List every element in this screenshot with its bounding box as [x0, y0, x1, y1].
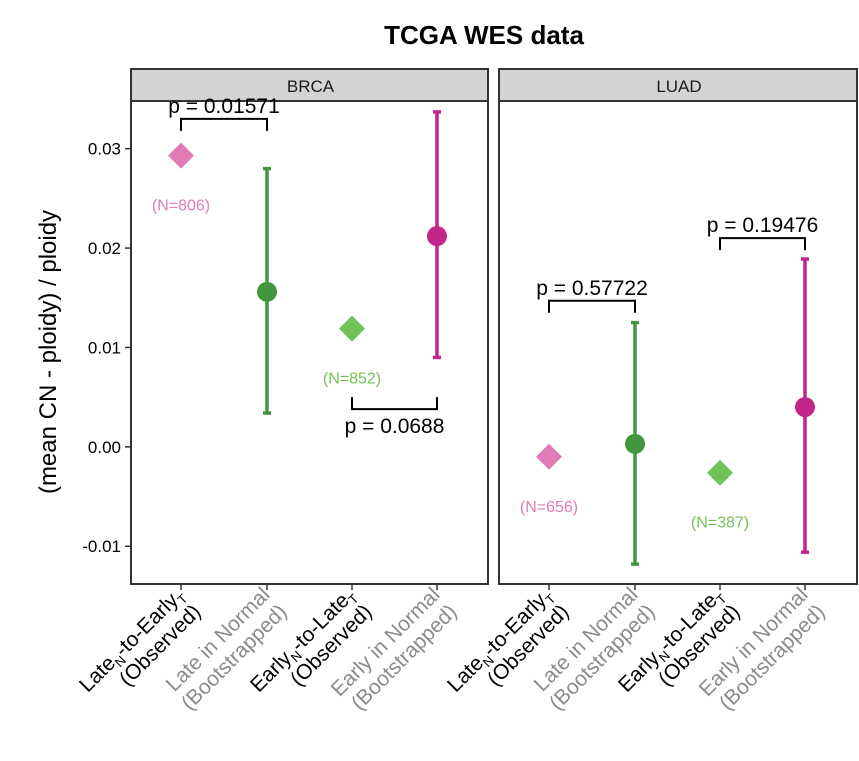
- y-tick-label: 0.00: [88, 438, 121, 457]
- y-tick-label: 0.03: [88, 140, 121, 159]
- y-tick-label: 0.01: [88, 338, 121, 357]
- bootstrap-point: [795, 397, 815, 418]
- bootstrap-point: [257, 281, 277, 302]
- y-tick-label: 0.02: [88, 239, 121, 258]
- observed-point: [707, 459, 733, 486]
- observed-point: [168, 142, 194, 169]
- panel-strip-label-luad: LUAD: [656, 77, 701, 96]
- p-value-bracket: [351, 397, 438, 411]
- p-value-label: p = 0.19476: [707, 214, 819, 237]
- bootstrap-point: [427, 226, 447, 247]
- n-label: (N=806): [152, 198, 210, 215]
- chart-marks: -0.01 0.00 0.01 0.02 0.03 BRCA (N=806) (N=852) p…: [75, 68, 858, 715]
- panel-strip-brca: [130, 68, 489, 102]
- observed-point: [339, 315, 365, 342]
- y-tick-label: -0.01: [82, 537, 121, 556]
- panel-frame-brca: [130, 100, 489, 585]
- p-value-bracket: [548, 299, 636, 313]
- n-label: (N=656): [520, 499, 578, 516]
- p-value-label: p = 0.01571: [168, 95, 280, 118]
- n-label: (N=852): [323, 371, 381, 388]
- p-value-label: p = 0.57722: [536, 277, 648, 300]
- panel-strip-label-brca: BRCA: [287, 77, 335, 96]
- n-label: (N=387): [691, 515, 749, 532]
- p-value-bracket: [180, 117, 268, 131]
- chart-title: TCGA WES data: [384, 20, 584, 50]
- p-value-label: p = 0.0688: [345, 415, 445, 438]
- bootstrap-point: [625, 433, 645, 454]
- panel-frame-luad: [498, 100, 858, 585]
- y-axis-label: (mean CN - ploidy) / ploidy: [35, 210, 62, 494]
- p-value-bracket: [719, 237, 806, 251]
- observed-point: [536, 443, 562, 470]
